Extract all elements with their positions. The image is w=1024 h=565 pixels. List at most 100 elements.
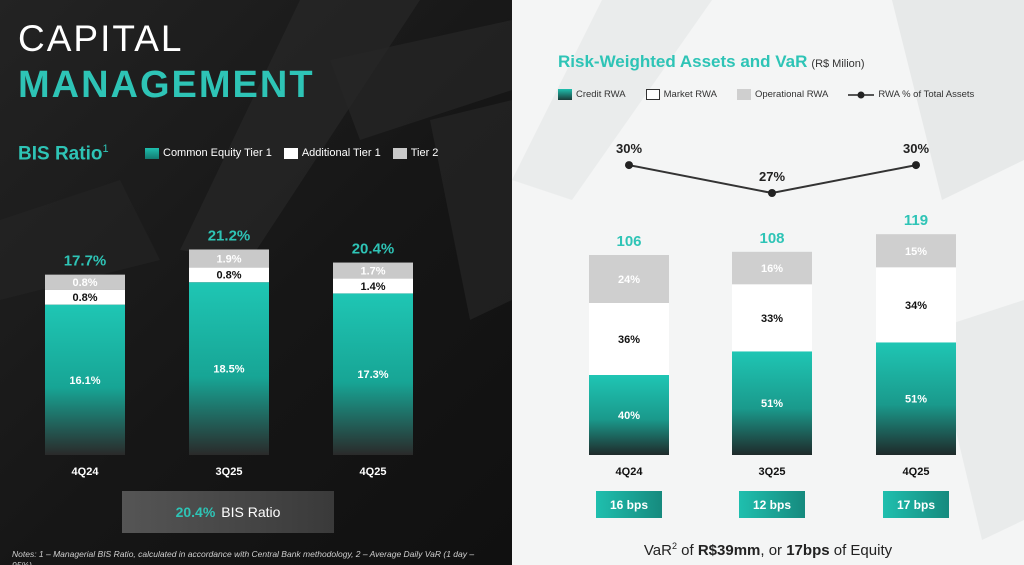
legend-credit-rwa-label: Credit RWA	[576, 89, 626, 100]
legend-cet1-label: Common Equity Tier 1	[163, 147, 272, 159]
rwa-chart: 40% 36% 24% 106 4Q24 16 bps 51% 33% 16% 108 3Q25 12…	[589, 141, 956, 518]
category-label-4q25: 4Q25	[360, 466, 387, 478]
bis-ratio-label-text: BIS Ratio	[18, 143, 103, 165]
legend-operational-rwa: Operational RWA	[736, 89, 829, 100]
bar-label-tier-2-4q24: 0.8%	[72, 277, 97, 289]
var-footnote-marker: 2	[671, 541, 677, 551]
rwa-pct-point-4q25	[912, 161, 920, 170]
bar-market-rwa-3q25	[732, 284, 812, 352]
bar-tier-2-4q24	[45, 274, 125, 290]
background-decoration	[0, 0, 512, 565]
var-bps-label-4q24: 16 bps	[610, 498, 648, 512]
bar-operational-rwa-4q25	[876, 234, 956, 268]
bar-common-equity-tier-1-4q24	[45, 304, 125, 455]
category-label-4q25: 4Q25	[903, 466, 930, 478]
bar-label-credit-rwa-4q24: 40%	[618, 410, 640, 422]
bis-ratio-summary: 20.4% BIS Ratio	[122, 491, 334, 533]
legend-credit-rwa: Credit RWA	[558, 89, 626, 100]
bar-additional-tier-1-4q25	[333, 278, 413, 294]
rwa-pct-label-4q25: 30%	[903, 141, 929, 156]
bis-ratio-footnote-marker: 1	[102, 143, 109, 155]
bar-label-operational-rwa-4q25: 15%	[905, 246, 927, 258]
total-label-3q25: 108	[759, 230, 784, 247]
bar-tier-2-3q25	[189, 249, 269, 268]
var-bps-box-4q25	[883, 491, 949, 518]
bar-additional-tier-1-3q25	[189, 267, 269, 283]
var-bps: 17bps	[786, 542, 830, 559]
legend-operational-rwa-label: Operational RWA	[754, 89, 829, 100]
legend-operational-rwa-swatch	[736, 89, 751, 100]
legend-market-rwa-label: Market RWA	[663, 89, 717, 100]
bar-label-market-rwa-3q25: 33%	[761, 313, 783, 325]
rwa-pct-point-4q24	[625, 161, 633, 170]
bar-common-equity-tier-1-4q25	[333, 293, 413, 455]
bar-common-equity-tier-1-3q25	[189, 282, 269, 455]
bis-ratio-label: BIS Ratio1	[18, 143, 109, 165]
var-amount: R$39mm	[697, 542, 761, 559]
bis-legend: Common Equity Tier 1 Additional Tier 1 T…	[145, 147, 438, 159]
page-title-line2: MANAGEMENT	[18, 64, 315, 106]
total-label-4q24: 106	[616, 233, 641, 250]
rwa-var-panel: Risk-Weighted Assets and VaR (R$ Milion) …	[512, 0, 1024, 565]
legend-at1-swatch	[283, 147, 298, 159]
legend-credit-rwa-swatch	[558, 89, 572, 100]
bar-label-additional-tier-1-3q25: 0.8%	[216, 270, 241, 282]
total-label-4q25: 119	[904, 212, 928, 229]
var-mid: of	[676, 542, 698, 559]
legend-tier2-label: Tier 2	[410, 147, 439, 159]
legend-line-marker	[848, 91, 875, 98]
bar-label-market-rwa-4q25: 34%	[905, 300, 927, 312]
bar-additional-tier-1-4q24	[45, 289, 125, 305]
var-bps-label-4q25: 17 bps	[897, 498, 935, 512]
bar-label-credit-rwa-4q25: 51%	[905, 394, 927, 406]
rwa-title-text: Risk-Weighted Assets and VaR	[558, 52, 808, 71]
bar-tier-2-4q25	[333, 262, 413, 279]
bar-market-rwa-4q24	[589, 303, 669, 375]
bar-label-additional-tier-1-4q24: 0.8%	[72, 292, 97, 304]
total-label-3q25: 21.2%	[208, 227, 251, 244]
rwa-title-unit: (R$ Milion)	[811, 58, 865, 70]
var-bps-box-3q25	[739, 491, 805, 518]
legend-at1-label: Additional Tier 1	[301, 147, 381, 159]
legend-tier2-swatch	[392, 147, 407, 159]
bar-label-common-equity-tier-1-3q25: 18.5%	[213, 364, 244, 376]
total-label-4q25: 20.4%	[352, 241, 395, 258]
legend-rwa-pct: RWA % of Total Assets	[848, 89, 974, 100]
page-title-line1: CAPITAL	[18, 18, 184, 59]
footnotes: Notes: 1 – Managerial BIS Ratio, calcula…	[12, 549, 475, 565]
bar-label-credit-rwa-3q25: 51%	[761, 398, 783, 410]
bar-operational-rwa-4q24	[589, 255, 669, 303]
bar-credit-rwa-4q25	[876, 342, 956, 455]
bar-label-tier-2-4q25: 1.7%	[360, 265, 385, 277]
total-label-4q24: 17.7%	[64, 253, 107, 270]
category-label-3q25: 3Q25	[759, 466, 786, 478]
legend-market-rwa: Market RWA	[645, 89, 717, 100]
category-label-4q24: 4Q24	[616, 466, 644, 478]
bar-label-common-equity-tier-1-4q25: 17.3%	[357, 369, 388, 381]
bis-ratio-chart: 16.1% 0.8% 0.8% 17.7% 4Q24 18.5% 0.8% 1.9% 21.2%…	[45, 227, 413, 478]
legend-tier2: Tier 2	[392, 147, 439, 159]
bar-label-operational-rwa-4q24: 24%	[618, 274, 640, 286]
legend-market-rwa-swatch	[645, 89, 660, 100]
rwa-title: Risk-Weighted Assets and VaR (R$ Milion)	[558, 52, 865, 72]
var-bps-label-3q25: 12 bps	[753, 498, 791, 512]
bis-ratio-summary-value: 20.4%	[175, 504, 216, 520]
legend-cet1-swatch	[145, 147, 159, 159]
bar-label-operational-rwa-3q25: 16%	[761, 263, 783, 275]
bar-operational-rwa-3q25	[732, 251, 812, 285]
rwa-pct-point-3q25	[768, 189, 776, 197]
bar-label-tier-2-3q25: 1.9%	[216, 253, 241, 265]
bar-credit-rwa-4q24	[589, 375, 669, 455]
rwa-pct-label-4q24: 30%	[616, 141, 642, 156]
capital-management-panel: CAPITAL MANAGEMENT BIS Ratio1 Common Equ…	[0, 0, 512, 565]
bar-label-additional-tier-1-4q25: 1.4%	[360, 281, 385, 293]
var-prefix: VaR	[643, 542, 672, 559]
bar-label-common-equity-tier-1-4q24: 16.1%	[69, 375, 100, 387]
legend-at1: Additional Tier 1	[283, 147, 381, 159]
legend-cet1: Common Equity Tier 1	[145, 147, 272, 159]
bar-market-rwa-4q25	[876, 267, 956, 343]
var-bps-box-4q24	[596, 491, 662, 518]
var-or: , or	[760, 542, 787, 559]
var-summary: VaR2 of R$39mm, or 17bps of Equity	[512, 541, 1024, 559]
rwa-legend: Credit RWA Market RWA Operational RWA RW…	[558, 89, 974, 100]
